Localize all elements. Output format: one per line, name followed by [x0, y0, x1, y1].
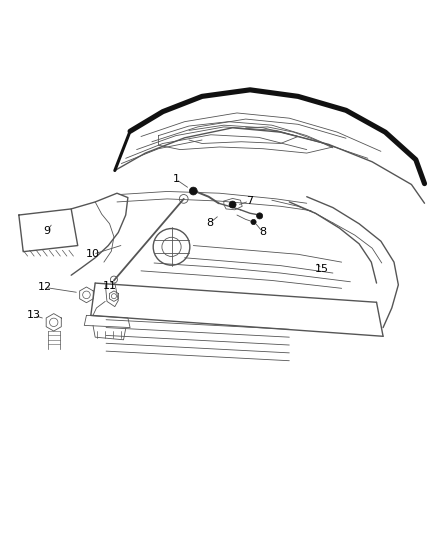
Circle shape	[189, 187, 197, 195]
Circle shape	[256, 213, 262, 219]
Text: 1: 1	[172, 174, 179, 184]
Circle shape	[229, 201, 236, 208]
Text: 7: 7	[245, 196, 252, 206]
Text: 9: 9	[43, 226, 51, 236]
Text: 8: 8	[206, 218, 213, 228]
Text: 15: 15	[314, 264, 328, 273]
Text: 11: 11	[102, 281, 117, 291]
Text: 8: 8	[259, 228, 266, 238]
Text: 12: 12	[38, 282, 52, 293]
Text: 10: 10	[86, 249, 100, 259]
Text: 13: 13	[27, 310, 41, 320]
Circle shape	[251, 220, 255, 224]
